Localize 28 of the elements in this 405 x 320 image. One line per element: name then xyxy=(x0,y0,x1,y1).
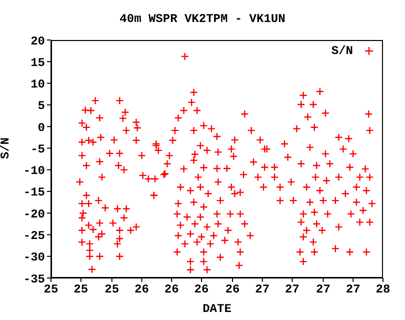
y-tick-label: 10 xyxy=(30,78,45,92)
y-axis-title: S/N xyxy=(0,137,12,159)
chart-title: 40m WSPR VK2TPM - VK1UN xyxy=(118,12,286,26)
x-tick-label: 27 xyxy=(255,282,270,297)
x-tick-label: 26 xyxy=(225,282,240,297)
y-tick-label: 15 xyxy=(30,56,45,70)
y-tick-label: -30 xyxy=(23,250,45,265)
y-tick-label: -20 xyxy=(23,207,45,222)
x-axis-title: DATE xyxy=(202,302,232,316)
x-tick-label: 25 xyxy=(104,282,120,297)
x-tick-label: 25 xyxy=(74,282,88,297)
x-tick-label: 27 xyxy=(346,282,360,297)
y-tick-label: -35 xyxy=(23,272,45,286)
x-tick-label: 26 xyxy=(164,282,179,297)
y-tick-label: -5 xyxy=(30,142,45,156)
legend-label: S/N xyxy=(331,44,353,58)
y-tick-label: -10 xyxy=(23,164,45,178)
x-tick-label: 28 xyxy=(376,282,390,297)
x-tick-label: 26 xyxy=(194,282,209,297)
x-tick-label: 27 xyxy=(285,282,300,297)
x-tick-label: 26 xyxy=(134,282,149,297)
y-tick-label: 5 xyxy=(38,99,45,114)
x-tick-label: 27 xyxy=(316,282,330,297)
x-tick-label: 25 xyxy=(44,282,58,297)
y-tick-label: 0 xyxy=(38,120,45,135)
y-tick-label: -15 xyxy=(23,186,45,200)
y-tick-label: -25 xyxy=(23,228,45,243)
y-tick-label: 20 xyxy=(30,34,45,48)
